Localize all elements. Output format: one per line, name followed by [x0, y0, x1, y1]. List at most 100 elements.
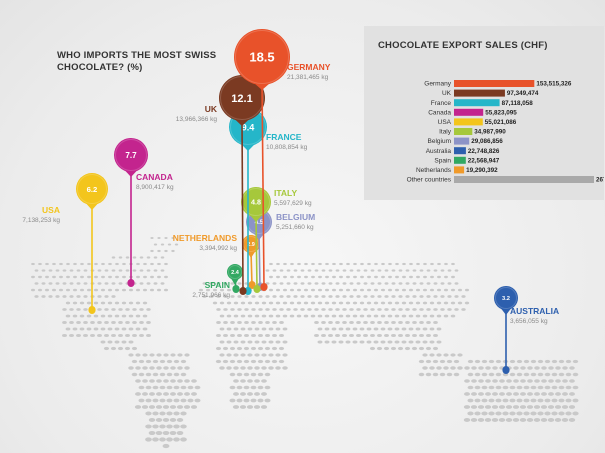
map-dot [76, 321, 81, 324]
map-dot [495, 372, 502, 377]
map-dot [491, 418, 499, 422]
map-dot [290, 262, 294, 266]
map-dot [94, 275, 98, 279]
map-dot [286, 269, 291, 272]
map-dot [345, 301, 351, 305]
map-dot [324, 327, 330, 331]
bar [454, 80, 535, 87]
map-dot [139, 321, 144, 324]
map-dot [279, 282, 284, 285]
map-dot [541, 392, 547, 396]
bar-category-label: Australia [426, 148, 452, 155]
map-dot [100, 314, 106, 318]
map-dot [419, 282, 424, 285]
map-dot [258, 308, 263, 311]
map-dot [247, 314, 253, 318]
map-dot [139, 308, 144, 311]
map-dot [117, 346, 124, 351]
map-dot [152, 437, 159, 442]
map-dot [104, 269, 109, 272]
map-dot [346, 275, 350, 279]
map-dot [359, 340, 365, 344]
map-dot [370, 295, 375, 298]
map-dot [314, 269, 319, 272]
map-dot [463, 418, 471, 422]
map-dot [437, 262, 441, 266]
map-dot [345, 340, 351, 344]
map-dot [86, 327, 92, 331]
bar [454, 137, 470, 145]
map-dot [254, 314, 260, 318]
map-dot [148, 405, 156, 409]
bar-value-label: 87,118,058 [502, 100, 534, 107]
map-dot [562, 392, 568, 396]
map-dot [79, 314, 85, 318]
map-dot [495, 359, 502, 364]
map-dot [156, 379, 162, 383]
map-dot [212, 288, 218, 292]
map-dot [369, 346, 376, 351]
map-dot [523, 411, 530, 416]
map-dot [374, 275, 378, 279]
map-dot [551, 398, 558, 403]
map-dot [478, 392, 484, 396]
map-dot [216, 333, 221, 338]
map-dot [310, 288, 316, 292]
map-dot [405, 282, 410, 285]
map-dot [569, 366, 575, 370]
map-dot [45, 262, 49, 266]
pin-anchor [244, 287, 252, 295]
map-dot [177, 392, 183, 396]
map-dot [247, 353, 253, 357]
map-dot [296, 314, 302, 318]
map-dot [416, 262, 420, 266]
map-dot [463, 405, 471, 409]
map-dot [345, 314, 351, 318]
bar-row: UK 97,349,474 [442, 89, 539, 97]
map-dot [282, 327, 288, 331]
pin-country-label: BELGIUM [276, 212, 315, 222]
map-dot [429, 288, 435, 292]
map-dot [124, 346, 131, 351]
map-dot [346, 262, 350, 266]
map-dot [34, 282, 39, 285]
map-dot [166, 372, 173, 377]
map-dot [240, 366, 246, 370]
map-dot [555, 379, 561, 383]
map-dot [440, 269, 445, 272]
map-dot [359, 327, 365, 331]
map-dot [283, 262, 287, 266]
map-dot [97, 295, 102, 298]
map-dot [380, 314, 386, 318]
map-dot [373, 327, 379, 331]
map-dot [394, 301, 400, 305]
pin-percent: 18.5 [249, 50, 274, 65]
map-dot [236, 385, 243, 390]
map-dot [162, 443, 170, 449]
map-dot [265, 295, 270, 298]
map-dot [314, 321, 319, 324]
map-dot [328, 269, 333, 272]
map-dot [125, 321, 130, 324]
map-dot [439, 372, 446, 377]
pin-kg-label: 3,656,055 kg [510, 318, 548, 325]
map-dot [121, 301, 127, 305]
map-dot [180, 437, 187, 442]
map-dot [216, 321, 221, 324]
pin-bubble [242, 235, 260, 253]
map-dot [202, 295, 207, 298]
map-dot [157, 275, 161, 279]
bar-category-label: USA [438, 119, 452, 126]
map-dot [370, 269, 375, 272]
map-dot [331, 301, 337, 305]
map-dot [398, 282, 403, 285]
map-dot [275, 353, 281, 357]
map-dot [159, 437, 166, 442]
map-dot [216, 295, 221, 298]
map-dot [303, 314, 309, 318]
map-dot [264, 346, 271, 351]
map-dot [173, 359, 180, 364]
map-dot [170, 366, 176, 370]
map-dot [59, 275, 63, 279]
map-dot [405, 308, 410, 311]
